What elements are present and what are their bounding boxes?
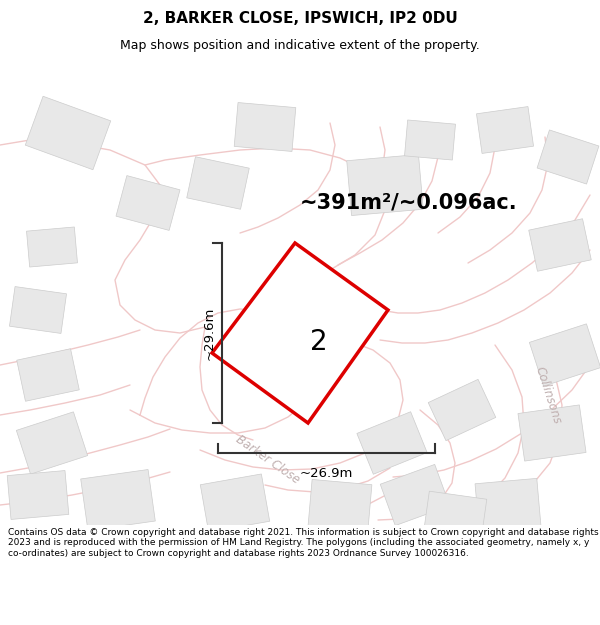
Polygon shape	[7, 471, 69, 519]
Text: ~26.9m: ~26.9m	[300, 467, 353, 480]
Text: 2, BARKER CLOSE, IPSWICH, IP2 0DU: 2, BARKER CLOSE, IPSWICH, IP2 0DU	[143, 11, 457, 26]
Text: Barker Close: Barker Close	[233, 433, 302, 487]
Polygon shape	[212, 243, 388, 423]
Polygon shape	[380, 464, 450, 526]
Polygon shape	[476, 107, 533, 153]
Polygon shape	[16, 412, 88, 474]
Polygon shape	[475, 478, 541, 532]
Text: Map shows position and indicative extent of the property.: Map shows position and indicative extent…	[120, 39, 480, 51]
Text: ~391m²/~0.096ac.: ~391m²/~0.096ac.	[300, 193, 518, 213]
Polygon shape	[17, 349, 79, 401]
Polygon shape	[529, 219, 591, 271]
Text: Contains OS data © Crown copyright and database right 2021. This information is : Contains OS data © Crown copyright and d…	[8, 528, 598, 558]
Polygon shape	[81, 469, 155, 531]
Polygon shape	[26, 227, 77, 267]
Polygon shape	[404, 120, 455, 160]
Text: ~29.6m: ~29.6m	[203, 306, 215, 359]
Polygon shape	[347, 154, 423, 216]
Text: Collinsons: Collinsons	[533, 364, 563, 426]
Polygon shape	[423, 491, 487, 543]
Polygon shape	[200, 474, 269, 532]
Polygon shape	[10, 287, 67, 333]
Polygon shape	[234, 102, 296, 151]
Text: 2: 2	[310, 328, 328, 356]
Polygon shape	[116, 176, 180, 231]
Polygon shape	[428, 379, 496, 441]
Polygon shape	[187, 157, 249, 209]
Polygon shape	[537, 130, 599, 184]
Polygon shape	[518, 405, 586, 461]
Polygon shape	[308, 479, 372, 531]
Polygon shape	[529, 324, 600, 386]
Polygon shape	[357, 412, 427, 474]
Polygon shape	[25, 96, 111, 170]
